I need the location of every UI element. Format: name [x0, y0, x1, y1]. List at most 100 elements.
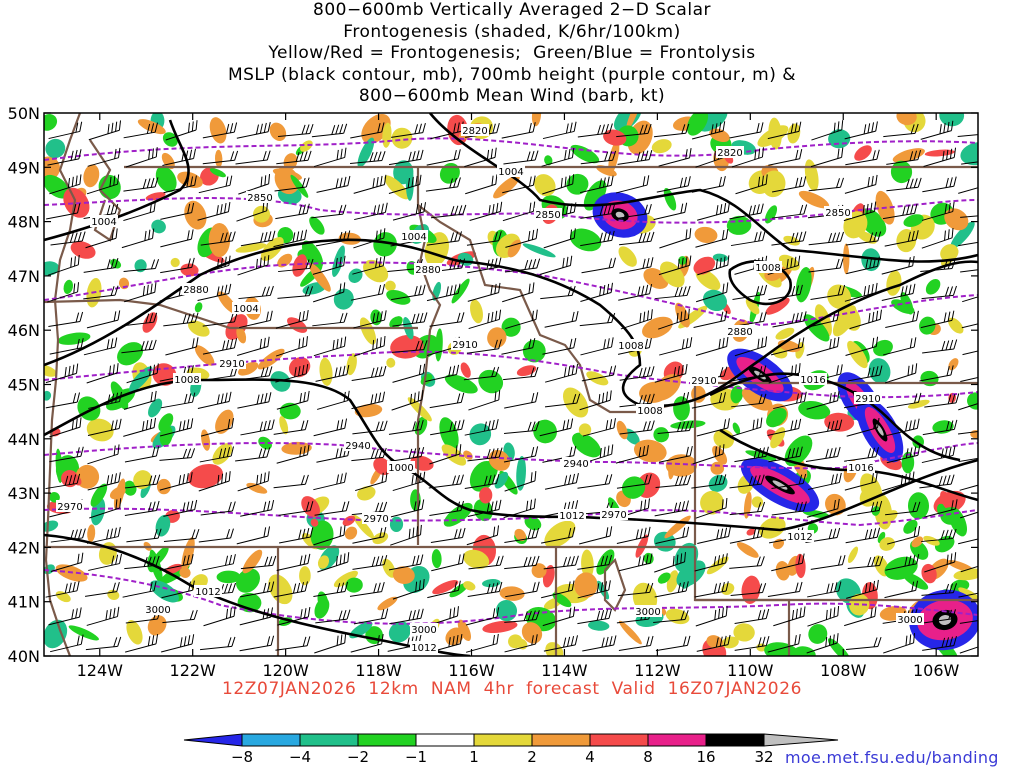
lat-label-46N: 46N	[8, 321, 40, 340]
source-credit[interactable]: moe.met.fsu.edu/banding	[785, 748, 999, 767]
shading-cell	[473, 499, 493, 522]
shading-cell	[702, 289, 728, 312]
wind-barb	[577, 580, 611, 599]
shading-cell	[524, 515, 542, 531]
wind-barb	[732, 284, 768, 301]
colorbar-label: 8	[643, 748, 653, 766]
wind-barb	[846, 256, 880, 275]
wind-barb	[580, 337, 614, 356]
colorbar-segment	[531, 733, 591, 747]
wind-barb	[123, 122, 158, 139]
shading-cell	[388, 621, 411, 643]
wind-barb	[729, 417, 763, 438]
wind-barb	[734, 636, 770, 651]
mslp-label-bg	[400, 230, 428, 242]
shading-cell	[903, 519, 918, 534]
shading-cell	[896, 113, 917, 126]
wind-barb	[123, 177, 159, 192]
shading-cell	[721, 583, 735, 595]
wind-barb	[657, 420, 694, 435]
wind-barb	[541, 580, 575, 599]
wind-barb	[124, 282, 157, 303]
wind-barb	[390, 499, 425, 518]
mslp-label-bg	[194, 585, 222, 597]
wind-barb	[159, 418, 194, 437]
shading-cell	[664, 515, 691, 539]
wind-barb	[503, 498, 536, 519]
shading-cell	[44, 619, 68, 649]
wind-barb	[691, 175, 726, 193]
wind-barb	[807, 472, 842, 490]
shading-cell	[902, 572, 929, 590]
height-label: 2970	[363, 514, 388, 525]
shading-cell	[314, 597, 330, 619]
height-contour-2850	[44, 197, 978, 224]
shading-cell	[482, 579, 501, 588]
wind-barb	[464, 419, 499, 436]
wind-barb	[771, 473, 807, 489]
wind-barb	[463, 366, 500, 381]
wind-barb	[352, 526, 387, 544]
shading-cell	[391, 127, 413, 149]
wind-barb	[202, 338, 238, 355]
wind-barb	[771, 553, 805, 572]
wind-barb	[772, 204, 808, 219]
great-salt-lake	[603, 557, 627, 612]
wind-barb	[615, 175, 650, 194]
wind-barb	[502, 201, 536, 222]
shading-cell	[463, 549, 490, 569]
wind-barb	[882, 203, 918, 220]
wind-barb	[505, 228, 539, 248]
wind-barb	[125, 474, 161, 489]
wind-barb	[542, 606, 576, 627]
shading-cell	[310, 518, 319, 527]
wind-barb	[202, 122, 238, 139]
height-label-bg	[600, 508, 628, 520]
shading-cell	[713, 429, 735, 449]
wind-barb	[845, 149, 880, 166]
wind-barb	[810, 147, 844, 168]
wind-barb	[847, 555, 884, 570]
shading-cell	[309, 216, 325, 235]
shading-cell	[733, 623, 755, 642]
height-label: 3000	[411, 625, 436, 636]
wind-barb	[50, 552, 84, 572]
height-label: 2910	[691, 376, 716, 387]
wind-barb	[198, 175, 233, 194]
wind-barb	[429, 444, 462, 465]
wind-barb	[50, 634, 84, 653]
title-line-5: 800−600mb Mean Wind (barb, kt)	[358, 86, 666, 106]
height-label-bg	[218, 357, 246, 369]
height-label-bg	[56, 500, 84, 512]
wind-barb	[426, 149, 461, 166]
wind-barb	[655, 635, 691, 652]
wind-barb	[86, 174, 120, 195]
colorbar-label: −1	[405, 748, 427, 766]
wind-barb	[696, 634, 731, 652]
wind-barb	[275, 363, 309, 383]
wind-barb	[466, 525, 500, 546]
height-label: 2970	[601, 510, 626, 521]
shading-cell	[44, 156, 61, 181]
wind-barb	[810, 284, 846, 301]
height-label-bg	[362, 512, 390, 524]
wind-barb	[278, 501, 314, 516]
wind-barb	[924, 393, 960, 408]
mslp-label-bg	[799, 373, 827, 385]
mslp-label-bg	[387, 461, 415, 473]
shading-cell	[545, 642, 564, 656]
wind-barb	[771, 176, 807, 193]
wind-barb	[313, 147, 347, 168]
colorbar-labels: −8 −4 −2 −1 1 2 4 8 16 32	[231, 748, 774, 766]
wind-barb	[504, 258, 541, 273]
shading-cell	[693, 256, 716, 275]
wind-barb	[83, 285, 119, 300]
wind-barb	[239, 581, 275, 598]
wind-barb	[388, 420, 424, 435]
wind-barb	[920, 609, 956, 624]
mslp-contour-1004-east	[709, 372, 961, 462]
shading-cell	[301, 496, 320, 518]
shading-cell	[170, 257, 180, 268]
colorbar-segment	[473, 733, 533, 747]
wind-barb	[845, 231, 882, 246]
